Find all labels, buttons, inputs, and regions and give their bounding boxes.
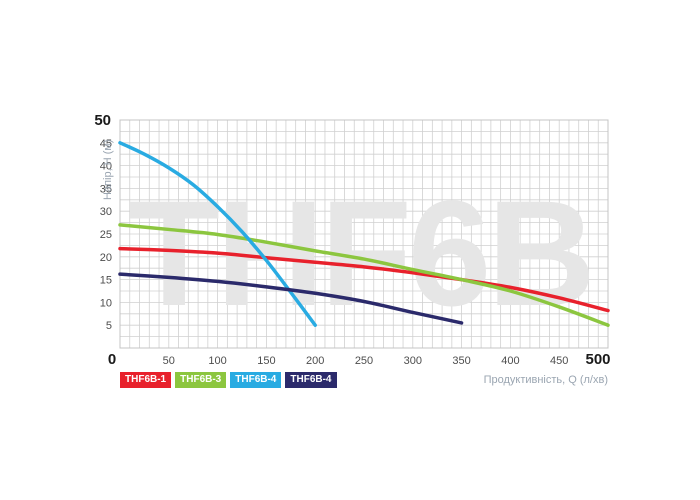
y-tick-label: 40 [100,161,112,173]
x-tick-label: 150 [257,355,275,367]
y-tick-label: 45 [100,138,112,150]
series-line-thf6b-3 [118,223,610,327]
series-line-thf6b-1 [118,246,610,313]
x-tick-label: 300 [404,355,422,367]
legend-item-thf6b-4: THF6B-4 [230,372,282,388]
y-tick-label: 15 [100,275,112,287]
y-tick-label: 35 [100,183,112,195]
legend-item-thf6b-1: THF6B-1 [120,372,172,388]
x-tick-label: 450 [550,355,568,367]
y-tick-label: 50 [94,112,111,129]
legend-item-thf6b-4: THF6B-4 [285,372,337,388]
x-tick-label: 100 [208,355,226,367]
y-tick-label: 20 [100,252,112,264]
x-tick-label: 250 [355,355,373,367]
x-tick-label: 200 [306,355,324,367]
x-axis-label: Продуктивність, Q (л/хв) [483,374,608,386]
series-line-thf6b-4 [118,141,317,327]
tick-labels: 0 50 100 150 200 250 300 350 400 450 500 5 10 15 20 25 3… [94,112,610,368]
legend: THF6B-1 THF6B-3 THF6B-4 THF6B-4 [120,372,337,388]
y-axis-label: Напір, H (м) [102,139,114,200]
y-tick-label: 30 [100,206,112,218]
grid [119,119,609,349]
y-tick-label: 5 [106,320,112,332]
series-lines [118,141,610,327]
y-tick-label: 25 [100,229,112,241]
legend-item-thf6b-3: THF6B-3 [175,372,227,388]
x-tick-label: 0 [108,351,116,368]
y-tick-label: 10 [100,297,112,309]
x-tick-label: 350 [452,355,470,367]
x-tick-label: 500 [585,351,610,368]
plot-frame [119,119,609,349]
x-tick-label: 400 [501,355,519,367]
series-line-thf6b-4 [118,272,464,325]
x-tick-label: 50 [163,355,175,367]
